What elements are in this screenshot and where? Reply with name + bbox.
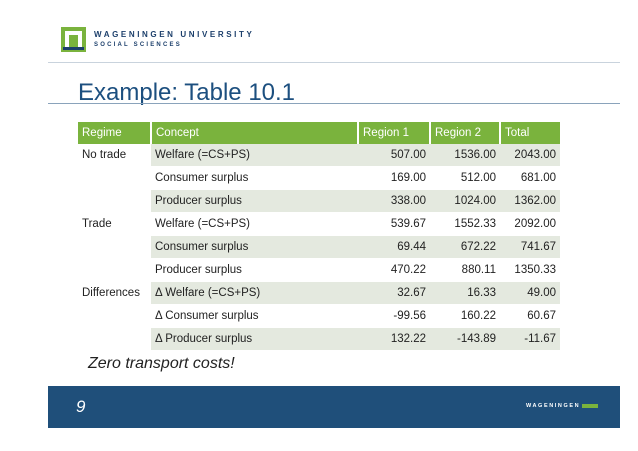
regime-cell — [78, 327, 151, 351]
title-underline — [48, 103, 620, 104]
header-divider — [48, 62, 620, 63]
region1-cell: 539.67 — [358, 212, 430, 236]
region2-cell: -143.89 — [430, 327, 500, 351]
region1-cell: 32.67 — [358, 281, 430, 305]
region1-cell: 507.00 — [358, 144, 430, 167]
footer-bar: 9 WAGENINGEN — [48, 386, 620, 428]
university-name: WAGENINGEN UNIVERSITY — [94, 30, 255, 39]
footnote: Zero transport costs! — [88, 355, 235, 372]
concept-cell: Δ Consumer surplus — [151, 304, 358, 328]
total-cell: 1362.00 — [500, 189, 560, 213]
total-cell: 741.67 — [500, 235, 560, 259]
concept-cell: Δ Producer surplus — [151, 327, 358, 351]
table-row: Δ Consumer surplus -99.56 160.22 60.67 — [78, 304, 560, 328]
wordmark-bar-icon — [582, 403, 599, 408]
regime-cell — [78, 258, 151, 282]
region1-cell: -99.56 — [358, 304, 430, 328]
footer-wordmark: WAGENINGEN — [526, 403, 599, 409]
wageningen-logo-icon — [61, 27, 86, 52]
regime-cell — [78, 304, 151, 328]
regime-cell: Differences — [78, 281, 151, 305]
region2-cell: 16.33 — [430, 281, 500, 305]
regime-cell: Trade — [78, 212, 151, 236]
region2-cell: 880.11 — [430, 258, 500, 282]
table-row: No trade Welfare (=CS+PS) 507.00 1536.00… — [78, 144, 560, 167]
concept-cell: Welfare (=CS+PS) — [151, 144, 358, 167]
region1-cell: 470.22 — [358, 258, 430, 282]
header-region-2: Region 2 — [430, 122, 501, 144]
regime-cell — [78, 189, 151, 213]
total-cell: 60.67 — [500, 304, 560, 328]
total-cell: 2092.00 — [500, 212, 560, 236]
region1-cell: 169.00 — [358, 166, 430, 190]
concept-cell: Producer surplus — [151, 189, 358, 213]
table-row: Producer surplus 338.00 1024.00 1362.00 — [78, 189, 560, 213]
region1-cell: 69.44 — [358, 235, 430, 259]
results-table: Regime Concept Region 1 Region 2 Total N… — [78, 122, 560, 351]
region2-cell: 672.22 — [430, 235, 500, 259]
total-cell: 1350.33 — [500, 258, 560, 282]
table-header-row: Regime Concept Region 1 Region 2 Total — [78, 122, 560, 144]
region2-cell: 512.00 — [430, 166, 500, 190]
regime-cell: No trade — [78, 144, 151, 167]
concept-cell: Δ Welfare (=CS+PS) — [151, 281, 358, 305]
table-row: Trade Welfare (=CS+PS) 539.67 1552.33 20… — [78, 212, 560, 236]
table-row: Differences Δ Welfare (=CS+PS) 32.67 16.… — [78, 281, 560, 305]
table-row: Consumer surplus 69.44 672.22 741.67 — [78, 235, 560, 259]
concept-cell: Consumer surplus — [151, 235, 358, 259]
total-cell: -11.67 — [500, 327, 560, 351]
header-concept: Concept — [151, 122, 359, 144]
concept-cell: Welfare (=CS+PS) — [151, 212, 358, 236]
table-row: Δ Producer surplus 132.22 -143.89 -11.67 — [78, 327, 560, 351]
department-name: SOCIAL SCIENCES — [94, 42, 182, 48]
region2-cell: 1552.33 — [430, 212, 500, 236]
total-cell: 49.00 — [500, 281, 560, 305]
region2-cell: 1024.00 — [430, 189, 500, 213]
regime-cell — [78, 235, 151, 259]
concept-cell: Consumer surplus — [151, 166, 358, 190]
total-cell: 2043.00 — [500, 144, 560, 167]
regime-cell — [78, 166, 151, 190]
header-total: Total — [500, 122, 560, 144]
concept-cell: Producer surplus — [151, 258, 358, 282]
page-number: 9 — [76, 397, 86, 416]
header-region-1: Region 1 — [358, 122, 431, 144]
region1-cell: 132.22 — [358, 327, 430, 351]
total-cell: 681.00 — [500, 166, 560, 190]
table-row: Producer surplus 470.22 880.11 1350.33 — [78, 258, 560, 282]
table-row: Consumer surplus 169.00 512.00 681.00 — [78, 166, 560, 190]
slide-title: Example: Table 10.1 — [78, 79, 296, 106]
region2-cell: 1536.00 — [430, 144, 500, 167]
region2-cell: 160.22 — [430, 304, 500, 328]
region1-cell: 338.00 — [358, 189, 430, 213]
footer-wordmark-text: WAGENINGEN — [526, 403, 581, 409]
header-regime: Regime — [78, 122, 152, 144]
